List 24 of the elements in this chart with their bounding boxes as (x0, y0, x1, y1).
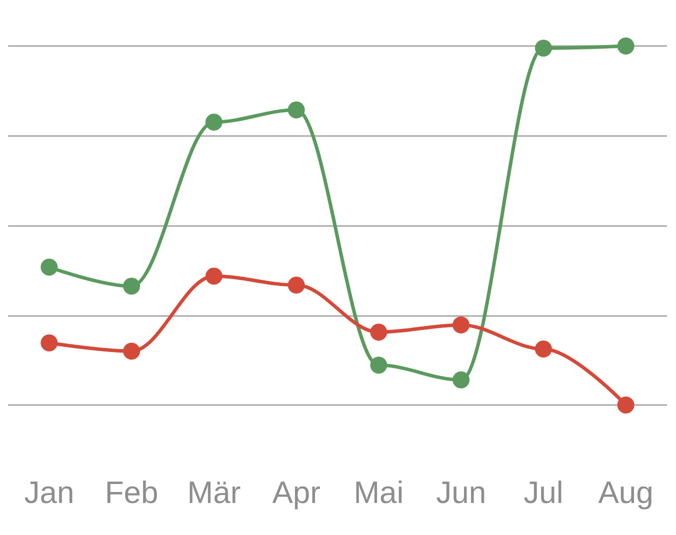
point (452, 371, 470, 388)
point (205, 268, 222, 285)
x-tick-label: Jan (24, 475, 74, 510)
point (123, 342, 140, 360)
point (288, 276, 305, 294)
x-tick-label: Aug (598, 475, 654, 510)
point (123, 278, 140, 295)
x-tick-label: Mär (187, 475, 241, 510)
x-tick-label: Jul (524, 475, 564, 510)
x-tick-label: Mai (354, 475, 404, 510)
x-tick-label: Jun (436, 475, 486, 510)
point (40, 258, 58, 276)
point (452, 316, 470, 334)
point (40, 334, 58, 352)
x-tick-label: Apr (272, 475, 320, 510)
point (534, 40, 552, 57)
point (288, 101, 305, 118)
point (205, 114, 222, 131)
point (534, 340, 552, 358)
point (370, 356, 388, 374)
point (617, 38, 634, 54)
point (370, 324, 388, 341)
point (617, 396, 634, 414)
x-tick-label: Feb (104, 475, 158, 510)
